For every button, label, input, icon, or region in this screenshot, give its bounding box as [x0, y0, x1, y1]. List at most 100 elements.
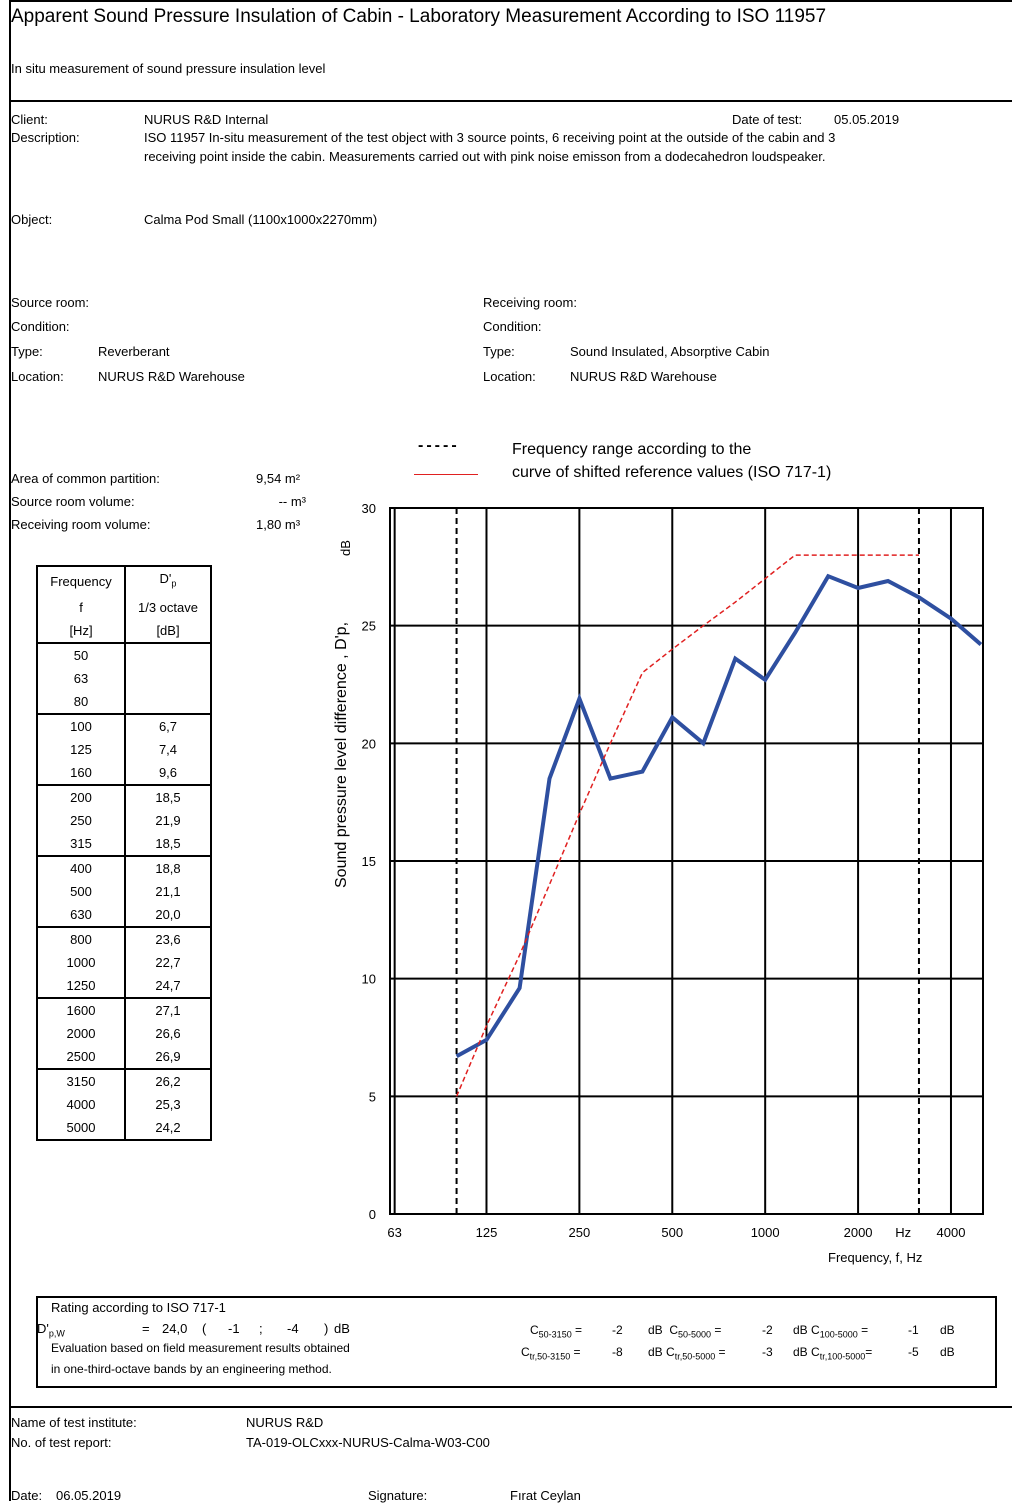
source-volume-label: Source room volume: [11, 494, 135, 509]
rating-note-1: Evaluation based on field measurement re… [51, 1341, 350, 1355]
table-row: 630 20,0 [36, 902, 212, 927]
table-row: 1600 27,1 [36, 996, 212, 1022]
value-cell: 27,1 [124, 996, 212, 1022]
date-of-test-value: 05.05.2019 [834, 112, 900, 127]
table-row: 2000 26,6 [36, 1021, 212, 1045]
area-value: 9,54 m² [256, 471, 301, 486]
ctr50-5000-value: -3 [762, 1345, 773, 1359]
y-tick-label: 10 [362, 972, 376, 987]
date-of-test-label: Date of test: [732, 112, 803, 127]
receiving-volume-value: 1,80 m³ [256, 517, 301, 532]
x-tick-label: 250 [569, 1225, 591, 1240]
frequency-cell: 160 [36, 760, 126, 785]
frequency-cell: 3150 [36, 1067, 126, 1093]
frequency-cell: 400 [36, 854, 126, 880]
ctr50-3150-value: -8 [612, 1345, 623, 1359]
table-row: 2500 26,9 [36, 1044, 212, 1069]
x-tick-label: 1000 [751, 1225, 780, 1240]
table-row: 800 23,6 [36, 925, 212, 951]
table-row: 63 [36, 666, 212, 690]
frequency-cell: 200 [36, 783, 126, 809]
receiving-room-label: Receiving room: [483, 295, 577, 310]
legend-red-sample [414, 474, 478, 475]
frequency-cell: 250 [36, 808, 126, 832]
c100-5000-value: -1 [908, 1323, 919, 1337]
value-cell: 18,8 [124, 854, 212, 880]
frequency-cell: 4000 [36, 1092, 126, 1116]
value-cell: 23,6 [124, 925, 212, 951]
value-cell [124, 689, 212, 714]
value-cell: 26,6 [124, 1021, 212, 1045]
rating-box [36, 1296, 997, 1388]
ctr-value: -4 [287, 1321, 299, 1336]
client-value: NURUS R&D Internal [144, 112, 269, 127]
chart: 0 5 10 15 20 25 30 63 125 250 500 1000 2000 Hz 4000 [362, 501, 984, 1240]
reference-curve-line [455, 554, 919, 1097]
x-tick-label: 4000 [937, 1225, 966, 1240]
y-tick-label: 25 [362, 619, 376, 634]
x-tick-label: 125 [476, 1225, 498, 1240]
institute-label: Name of test institute: [11, 1415, 137, 1430]
legend-dashed-sample: ----- [418, 437, 460, 454]
page-title: Apparent Sound Pressure Insulation of Ca… [11, 6, 827, 27]
table-row: 80 [36, 689, 212, 714]
frequency-cell: 63 [36, 666, 126, 690]
table-row: 400 18,8 [36, 854, 212, 880]
client-label: Client: [11, 112, 48, 127]
chart-y-label: Sound pressure level difference , D'p, [333, 621, 350, 888]
value-cell: 20,0 [124, 902, 212, 927]
ctr100-5000-unit: dB [940, 1345, 955, 1359]
c-value: -1 [228, 1321, 240, 1336]
rating-note-2: in one-third-octave bands by an engineer… [51, 1362, 332, 1376]
table-row: 315 18,5 [36, 831, 212, 856]
y-tick-label: 15 [362, 854, 376, 869]
value-cell [124, 641, 212, 667]
table-row: 160 9,6 [36, 760, 212, 785]
table-header-cell: 1/3 octave [124, 595, 212, 619]
table-row: 5000 24,2 [36, 1115, 212, 1141]
frequency-cell: 50 [36, 641, 126, 667]
source-volume-value: -- m³ [278, 494, 306, 509]
frequency-cell: 1000 [36, 950, 126, 974]
value-cell: 25,3 [124, 1092, 212, 1116]
object-value: Calma Pod Small (1100x1000x2270mm) [144, 212, 378, 227]
table-row: 200 18,5 [36, 783, 212, 809]
signature-value: Fırat Ceylan [510, 1488, 581, 1503]
measured-series-line [455, 573, 983, 1059]
value-cell: 26,9 [124, 1044, 212, 1069]
paren-close: ) [324, 1321, 329, 1336]
source-room-label: Source room: [11, 295, 90, 310]
table-row: 100 6,7 [36, 712, 212, 738]
table-row: 125 7,4 [36, 737, 212, 761]
source-condition-label: Condition: [11, 319, 70, 334]
report-label: No. of test report: [11, 1435, 112, 1450]
divider [9, 100, 1012, 102]
receiving-type-label: Type: [483, 344, 515, 359]
ctr100-5000-value: -5 [908, 1345, 919, 1359]
source-type-value: Reverberant [98, 344, 170, 359]
receiving-location-value: NURUS R&D Warehouse [570, 369, 717, 384]
table-row: 3150 26,2 [36, 1067, 212, 1093]
table-header-cell: Frequency [36, 565, 126, 596]
y-tick-label: 30 [362, 501, 376, 516]
y-tick-label: 5 [369, 1089, 376, 1104]
y-tick-label: 20 [362, 736, 376, 751]
legend-dashed-label: Frequency range according to the [512, 441, 752, 458]
description-line-1: ISO 11957 In-situ measurement of the tes… [144, 130, 836, 145]
c100-5000-label: dB C100-5000 = [793, 1323, 869, 1340]
value-cell: 26,2 [124, 1067, 212, 1093]
table-row: 1000 22,7 [36, 950, 212, 974]
dpw-eq: = [142, 1321, 150, 1336]
description-line-2: receiving point inside the cabin. Measur… [144, 149, 826, 164]
value-cell [124, 666, 212, 690]
dpw-unit: dB [334, 1321, 350, 1336]
report-value: TA-019-OLCxxx-NURUS-Calma-W03-C00 [246, 1435, 490, 1450]
x-tick-label: Hz [895, 1225, 911, 1240]
signature-label: Signature: [368, 1488, 428, 1503]
page-frame [9, 0, 1012, 1501]
value-cell: 24,2 [124, 1115, 212, 1141]
c50-3150-label: C50-3150 = [530, 1323, 583, 1340]
ctr50-5000-label: dB Ctr,50-5000 = [648, 1345, 726, 1362]
dpw-value: 24,0 [162, 1321, 188, 1336]
receiving-condition-label: Condition: [483, 319, 542, 334]
